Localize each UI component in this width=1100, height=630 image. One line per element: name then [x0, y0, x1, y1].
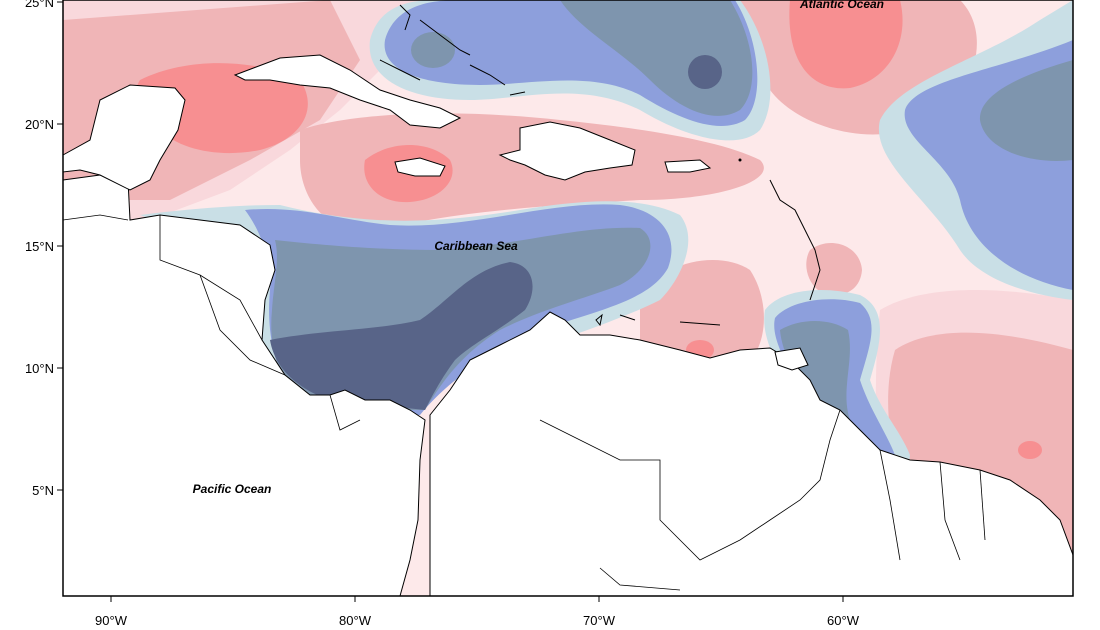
- caribbean-sea-label: Caribbean Sea: [434, 239, 518, 253]
- x-tick-label: 60°W: [827, 613, 860, 628]
- small-islands: [379, 4, 821, 327]
- x-tick-label: 80°W: [339, 613, 372, 628]
- x-tick-label: 70°W: [583, 613, 616, 628]
- y-tick-label: 5°N: [32, 483, 54, 498]
- anomaly-field: [63, 0, 1073, 596]
- plot-frame: [62, 0, 1074, 597]
- y-tick-label: 25°N: [25, 0, 54, 10]
- country-borders: [62, 214, 986, 591]
- atlantic-ocean-label: Atlantic Ocean: [799, 0, 884, 11]
- x-tick-label: 90°W: [95, 613, 128, 628]
- x-axis: 90°W 80°W 70°W 60°W: [95, 596, 860, 628]
- pacific-ocean-label: Pacific Ocean: [193, 482, 272, 496]
- y-tick-label: 20°N: [25, 117, 54, 132]
- y-tick-label: 15°N: [25, 239, 54, 254]
- y-tick-label: 10°N: [25, 361, 54, 376]
- landmasses: [62, 54, 1074, 597]
- y-axis: 25°N 20°N 15°N 10°N 5°N: [25, 0, 63, 498]
